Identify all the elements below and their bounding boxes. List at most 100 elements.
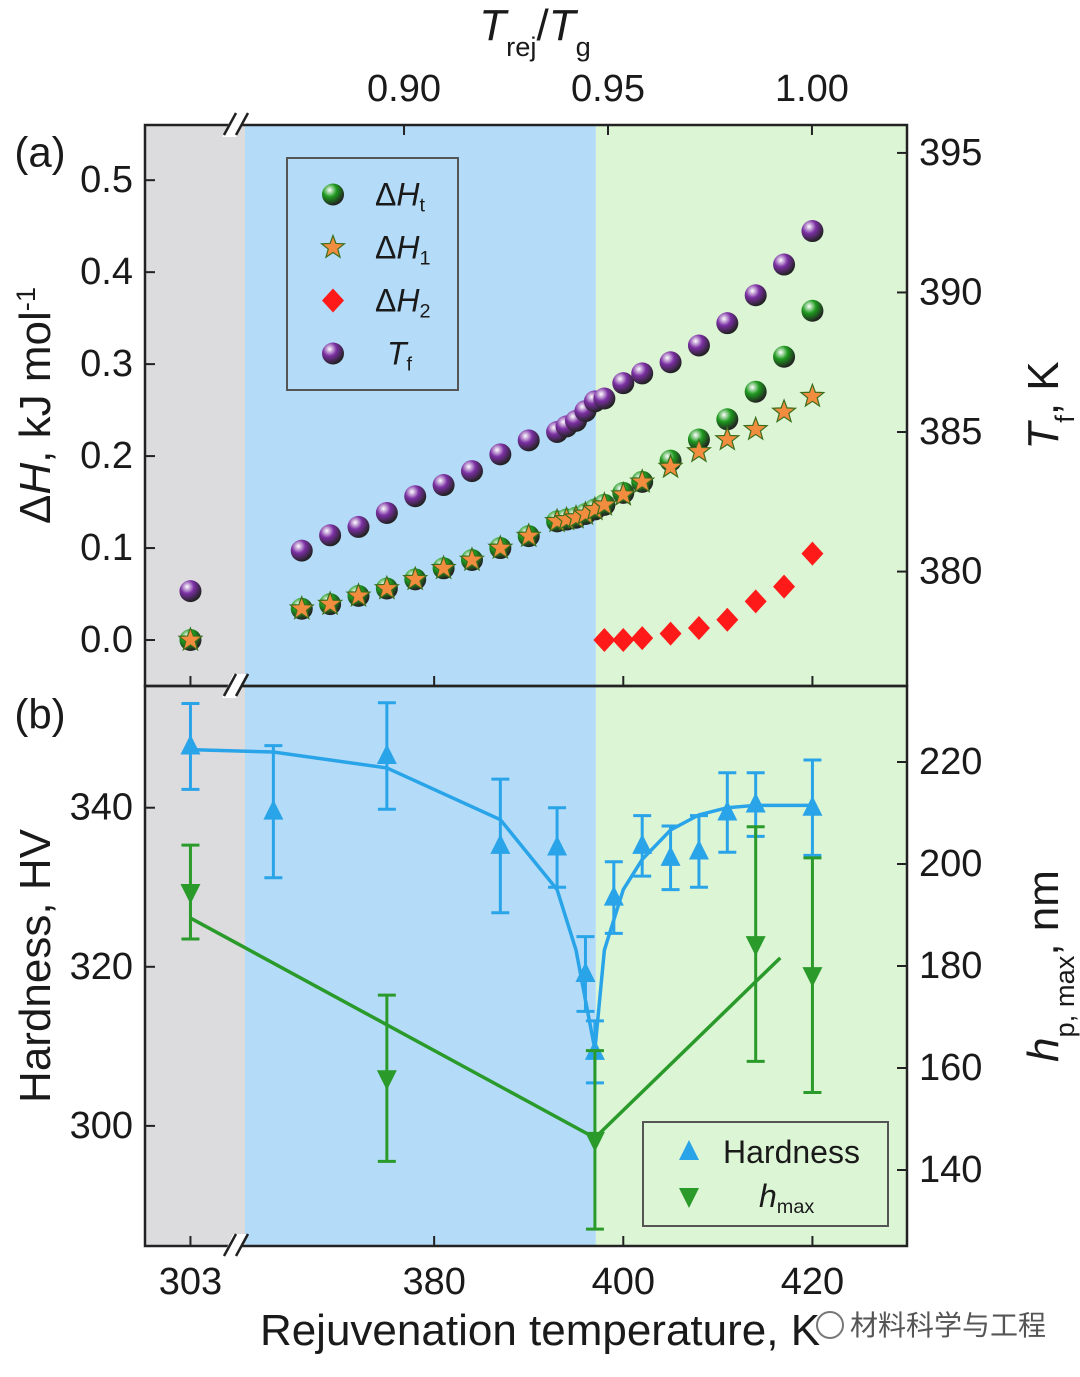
axis-break	[222, 112, 238, 136]
marker	[591, 491, 618, 516]
legend-marker	[319, 233, 347, 259]
marker	[402, 565, 429, 591]
marker	[744, 380, 767, 403]
marker	[716, 607, 739, 632]
marker	[603, 885, 624, 906]
marker	[799, 382, 826, 408]
marker	[345, 582, 372, 607]
y-tick-label: 0.4	[80, 251, 133, 293]
marker	[180, 734, 201, 755]
marker	[801, 299, 824, 322]
y-tick-label: 0.2	[80, 435, 133, 477]
marker	[688, 839, 709, 860]
x2-axis-label: Trej/Tg	[479, 1, 591, 62]
y2-tick-label: 200	[919, 843, 982, 885]
label-part: h	[1019, 1037, 1068, 1061]
marker	[376, 1070, 397, 1091]
marker	[802, 795, 823, 816]
marker	[404, 485, 427, 508]
marker	[659, 621, 682, 646]
label-part: T	[549, 1, 579, 50]
marker	[317, 590, 344, 616]
marker	[487, 534, 514, 560]
label-part: H	[396, 177, 420, 213]
marker	[801, 541, 824, 566]
label-part: Δ	[11, 495, 60, 524]
label-part: t	[419, 195, 425, 217]
marker	[717, 800, 738, 821]
shaded-region	[145, 686, 245, 1246]
marker	[490, 833, 511, 854]
x2-tick-label: 0.95	[571, 68, 645, 110]
marker	[458, 546, 486, 572]
label-part: -1	[10, 287, 41, 311]
legend-label: Tf	[387, 336, 413, 376]
y-tick-label: 320	[70, 946, 133, 988]
label-part: Δ	[375, 283, 396, 319]
legend-box	[286, 157, 459, 391]
y2-tick-label: 220	[919, 741, 982, 783]
legend-marker	[679, 1188, 699, 1208]
shaded-region	[245, 686, 596, 1246]
legend-marker	[322, 288, 344, 313]
axis-break	[222, 673, 238, 697]
label-part: , K	[1019, 361, 1068, 415]
axis-break-gap	[222, 113, 248, 137]
legend-label: ΔHt	[375, 177, 425, 217]
shaded-region	[245, 125, 596, 686]
axis-break	[234, 112, 250, 136]
marker	[657, 453, 684, 479]
marker	[745, 792, 766, 813]
x-axis-label: Rejuvenation temperature, K	[260, 1306, 820, 1355]
panel-label: (b)	[14, 691, 65, 738]
y2-axis-label: hp, max, nm	[1019, 870, 1080, 1062]
label-part: Δ	[375, 230, 396, 266]
y-axis-label: Hardness, HV	[11, 828, 60, 1103]
y2-tick-label: 160	[919, 1047, 982, 1089]
legend-label: ΔH1	[375, 230, 431, 270]
fit-line	[190, 747, 813, 1050]
legend-marker	[322, 342, 344, 365]
marker	[773, 574, 796, 599]
marker	[515, 522, 542, 548]
marker	[802, 967, 823, 988]
label-part: , nm	[1019, 870, 1068, 956]
marker	[631, 626, 654, 651]
label-part: H	[11, 463, 60, 495]
label-part: /	[536, 1, 549, 50]
marker	[770, 398, 798, 424]
marker	[263, 799, 284, 820]
marker	[517, 429, 540, 452]
axes	[145, 125, 907, 1246]
axis-break-gap	[222, 674, 248, 698]
backgrounds	[145, 125, 907, 1246]
y2-axis-label: Tf, K	[1019, 361, 1080, 449]
x2-tick-label: 1.00	[775, 68, 849, 110]
labels: 0.90 0.95 1.00Trej/Tg0.00.10.20.30.40.5380…	[10, 1, 1080, 1303]
label-part: f	[1049, 415, 1080, 423]
marker	[430, 554, 457, 580]
marker	[801, 220, 824, 243]
marker	[660, 845, 681, 866]
label-part: 2	[419, 301, 430, 323]
y-tick-label: 340	[70, 787, 133, 829]
y-tick-label: 0.0	[80, 619, 133, 661]
marker	[773, 345, 796, 368]
marker	[375, 501, 398, 524]
marker	[773, 253, 796, 276]
label-part: H	[396, 230, 420, 266]
marker	[376, 744, 397, 764]
y2-tick-label: 380	[919, 551, 982, 593]
watermark-icon	[816, 1311, 844, 1339]
label-part: Hardness	[723, 1134, 860, 1170]
axis-break	[234, 1233, 250, 1257]
label-part: 1	[419, 248, 430, 270]
panel-label: (a)	[14, 129, 65, 176]
marker	[687, 616, 710, 641]
legend-marker	[679, 1140, 699, 1160]
label-part: T	[479, 1, 509, 50]
marker	[177, 626, 204, 652]
marker	[716, 408, 739, 431]
marker	[179, 580, 202, 603]
